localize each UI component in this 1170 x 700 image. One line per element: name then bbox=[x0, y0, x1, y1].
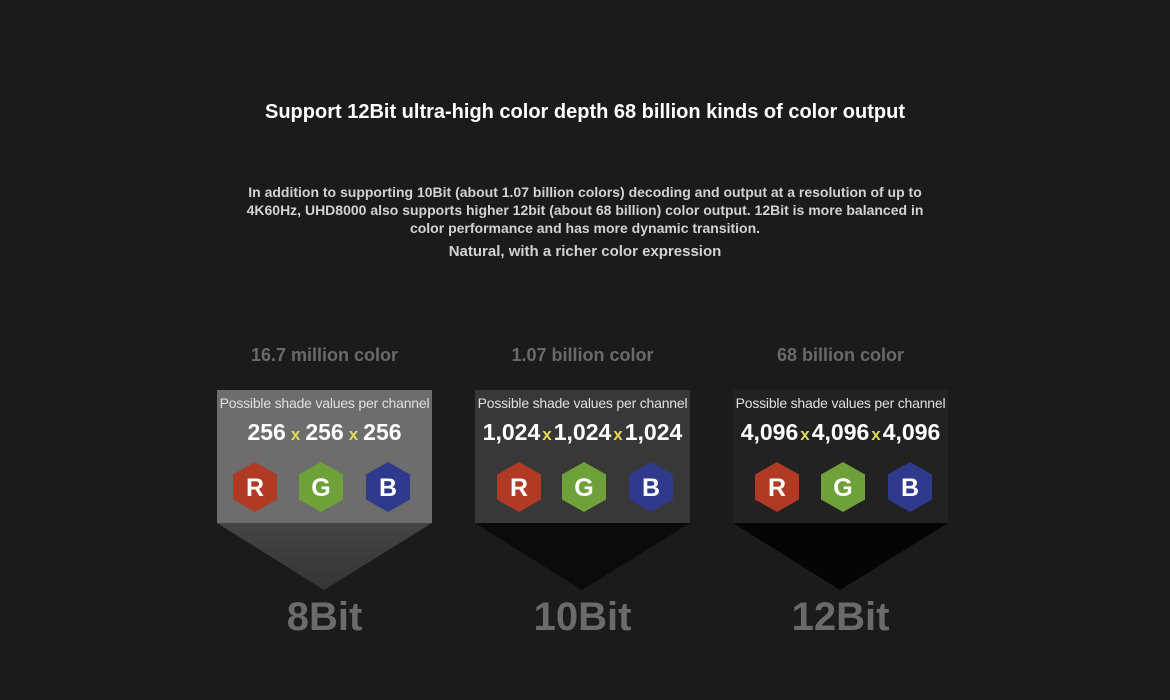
value-b: 4,096 bbox=[882, 419, 941, 445]
value-g: 256 bbox=[305, 419, 344, 445]
shade-panel: Possible shade values per channel 4,096 x… bbox=[733, 390, 948, 523]
svg-text:R: R bbox=[768, 474, 786, 502]
channel-icons: R G B bbox=[217, 457, 432, 513]
shade-values: 1,024 x1,024 x1,024 bbox=[475, 419, 690, 446]
description-text: In addition to supporting 10Bit (about 1… bbox=[246, 184, 924, 236]
svg-text:B: B bbox=[379, 474, 397, 502]
tagline-text: Natural, with a richer color expression bbox=[448, 243, 722, 260]
blue-channel-hex-icon: B bbox=[627, 461, 675, 513]
shade-values: 4,096 x4,096 x4,096 bbox=[733, 419, 948, 446]
channel-icons: R G B bbox=[733, 457, 948, 513]
panel-label: Possible shade values per channel bbox=[219, 395, 430, 411]
blue-channel-hex-icon: B bbox=[364, 461, 412, 513]
svg-text:R: R bbox=[246, 474, 264, 502]
green-channel-hex-icon: G bbox=[297, 461, 345, 513]
multiply-sign: x bbox=[290, 425, 301, 444]
blue-channel-hex-icon: B bbox=[886, 461, 934, 513]
shade-panel: Possible shade values per channel 256 x 25… bbox=[217, 390, 432, 523]
shade-values: 256 x 256 x 256 bbox=[217, 419, 432, 446]
down-arrow-shape bbox=[733, 523, 948, 590]
color-depth-card-12bit: 68 billion color Possible shade values p… bbox=[733, 345, 948, 645]
multiply-sign: x bbox=[613, 425, 623, 444]
svg-text:B: B bbox=[642, 474, 660, 502]
multiply-sign: x bbox=[542, 425, 552, 444]
value-b: 256 bbox=[363, 419, 402, 445]
value-b: 1,024 bbox=[624, 419, 683, 445]
svg-text:R: R bbox=[510, 474, 528, 502]
green-channel-hex-icon: G bbox=[819, 461, 867, 513]
value-r: 1,024 bbox=[482, 419, 541, 445]
bit-depth-label: 12Bit bbox=[791, 595, 890, 639]
color-depth-card-8bit: 16.7 million color Possible shade values… bbox=[217, 345, 432, 645]
bit-depth-label: 10Bit bbox=[533, 595, 632, 639]
value-g: 4,096 bbox=[811, 419, 870, 445]
multiply-sign: x bbox=[800, 425, 810, 444]
panel-label: Possible shade values per channel bbox=[477, 395, 688, 411]
red-channel-hex-icon: R bbox=[231, 461, 279, 513]
page-title: Support 12Bit ultra-high color depth 68 … bbox=[265, 101, 905, 123]
red-channel-hex-icon: R bbox=[753, 461, 801, 513]
svg-text:G: G bbox=[574, 474, 593, 502]
panel-label: Possible shade values per channel bbox=[735, 395, 946, 411]
card-heading: 16.7 million color bbox=[250, 345, 399, 365]
card-heading: 68 billion color bbox=[776, 345, 905, 365]
value-r: 4,096 bbox=[740, 419, 799, 445]
value-r: 256 bbox=[247, 419, 286, 445]
down-arrow-shape bbox=[475, 523, 690, 590]
bit-depth-label: 8Bit bbox=[286, 595, 363, 639]
down-arrow-shape bbox=[217, 523, 432, 590]
color-depth-card-10bit: 1.07 billion color Possible shade values… bbox=[475, 345, 690, 645]
card-heading: 1.07 billion color bbox=[511, 345, 654, 365]
multiply-sign: x bbox=[871, 425, 881, 444]
svg-text:G: G bbox=[311, 474, 330, 502]
svg-text:G: G bbox=[833, 474, 852, 502]
multiply-sign: x bbox=[348, 425, 359, 444]
red-channel-hex-icon: R bbox=[495, 461, 543, 513]
shade-panel: Possible shade values per channel 1,024 x… bbox=[475, 390, 690, 523]
green-channel-hex-icon: G bbox=[560, 461, 608, 513]
value-g: 1,024 bbox=[553, 419, 612, 445]
svg-text:B: B bbox=[901, 474, 919, 502]
channel-icons: R G B bbox=[475, 457, 690, 513]
